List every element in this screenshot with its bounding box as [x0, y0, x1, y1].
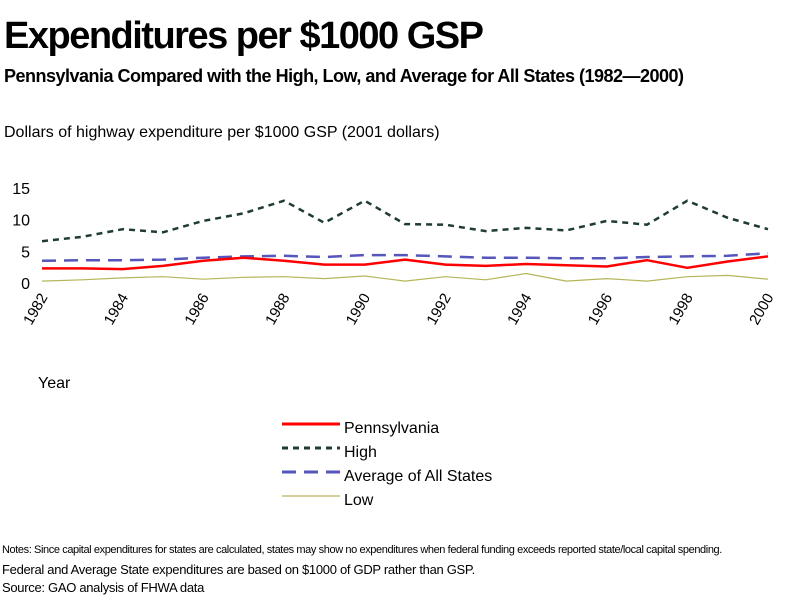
x-tick-label: 1992 — [423, 291, 454, 328]
x-tick-label: 1982 — [20, 291, 51, 328]
legend-item-high: High — [280, 442, 580, 466]
legend-swatch-pennsylvania — [282, 422, 340, 426]
x-tick-label: 1990 — [343, 291, 374, 328]
series-line-average-of-all-states — [41, 251, 769, 263]
chart-source: Source: GAO analysis of FHWA data — [2, 580, 205, 595]
legend-label-high: High — [344, 444, 377, 461]
legend-label-low: Low — [344, 492, 374, 509]
legend-item-average: Average of All States — [280, 466, 580, 490]
y-axis-title: Dollars of highway expenditure per $1000… — [4, 124, 440, 141]
x-tick-label: 1988 — [262, 291, 293, 328]
y-tick-label: 0 — [21, 276, 30, 293]
x-tick-label: 2000 — [746, 291, 777, 328]
chart-legend: Pennsylvania High Average of All States … — [280, 418, 580, 514]
chart-notes: Notes: Since capital expenditures for st… — [2, 544, 722, 556]
chart-subtitle: Pennsylvania Compared with the High, Low… — [4, 66, 684, 86]
x-axis-title: Year — [38, 375, 71, 392]
legend-label-average: Average of All States — [344, 468, 493, 485]
x-tick-label: 1996 — [585, 291, 616, 328]
x-tick-label: 1994 — [504, 291, 535, 328]
series-line-low — [41, 272, 769, 282]
series-line-pennsylvania — [42, 255, 769, 271]
y-tick-label: 10 — [12, 213, 30, 230]
x-tick-label: 1984 — [101, 291, 132, 328]
y-tick-label: 5 — [21, 244, 30, 261]
x-tick-label: 1998 — [665, 291, 696, 328]
chart-note-gdp: Federal and Average State expenditures a… — [2, 562, 475, 577]
legend-swatch-low — [282, 495, 340, 497]
legend-label-pennsylvania: Pennsylvania — [344, 420, 440, 437]
legend-item-low: Low — [280, 490, 580, 514]
y-tick-label: 15 — [12, 181, 30, 198]
legend-swatch-high — [282, 446, 340, 450]
x-tick-label: 1986 — [181, 291, 212, 328]
chart-title: Expenditures per $1000 GSP — [4, 15, 484, 57]
legend-swatch-average — [282, 470, 340, 474]
legend-item-pennsylvania: Pennsylvania — [280, 418, 580, 442]
series-line-high — [41, 199, 769, 243]
